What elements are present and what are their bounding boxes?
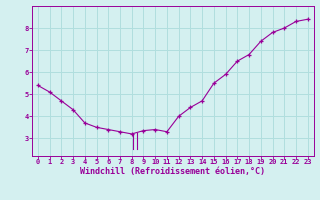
X-axis label: Windchill (Refroidissement éolien,°C): Windchill (Refroidissement éolien,°C) bbox=[80, 167, 265, 176]
